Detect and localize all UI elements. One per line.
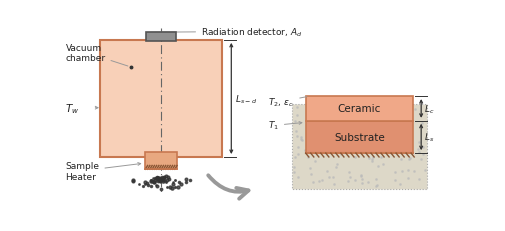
Bar xyxy=(306,97,414,121)
Text: Radiation detector, $A_d$: Radiation detector, $A_d$ xyxy=(150,26,302,39)
Bar xyxy=(306,121,414,153)
Text: $T_1$: $T_1$ xyxy=(268,119,279,131)
Bar xyxy=(292,104,427,189)
Text: $T_2$, $\varepsilon_c$: $T_2$, $\varepsilon_c$ xyxy=(269,96,307,108)
Text: $L_s$: $L_s$ xyxy=(424,131,434,144)
Bar xyxy=(144,153,177,170)
Text: Substrate: Substrate xyxy=(334,132,385,142)
Text: Sample
Heater: Sample Heater xyxy=(66,161,141,181)
Text: $L_c$: $L_c$ xyxy=(424,103,435,115)
Bar xyxy=(146,33,176,42)
Bar xyxy=(99,41,222,157)
Text: Vacuum
chamber: Vacuum chamber xyxy=(66,43,128,67)
Text: $L_{s-d}$: $L_{s-d}$ xyxy=(235,93,257,105)
Text: $T_w$: $T_w$ xyxy=(66,101,80,115)
Text: Ceramic: Ceramic xyxy=(338,104,381,114)
